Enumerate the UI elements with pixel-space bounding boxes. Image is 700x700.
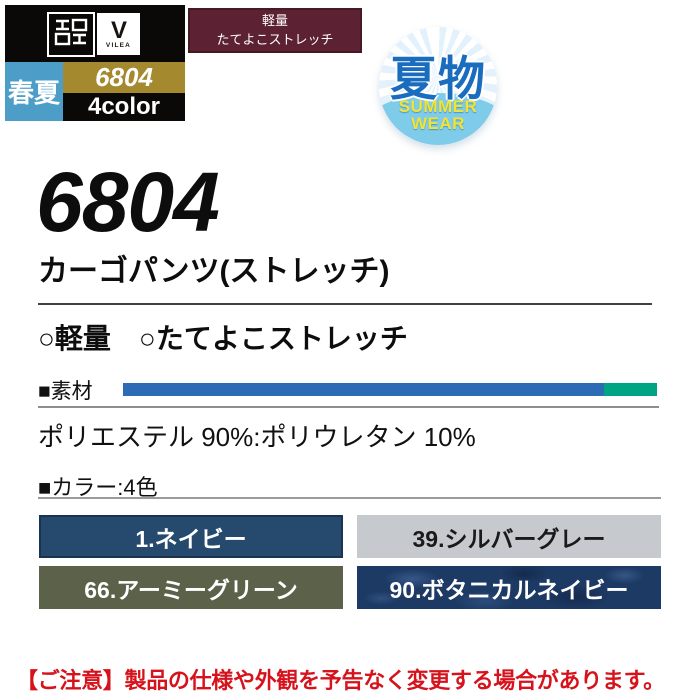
feature-tag-line2: たてよこストレッチ [216,31,334,47]
material-bar-polyester [123,383,604,396]
badge-en-line1: SUMMER [398,97,478,116]
material-ratio-bar [123,383,657,396]
color-swatch-grid: 1.ネイビー 39.シルバーグレー 66.アーミーグリーン 90.ボタニカルネイ… [39,515,661,609]
color-swatch-navy: 1.ネイビー [39,515,343,558]
divider-under-color-label [38,497,661,499]
divider-under-material [38,406,659,408]
color-swatch-silver-gray: 39.シルバーグレー [357,515,661,558]
color-swatch-army-green: 66.アーミーグリーン [39,566,343,609]
vilea-logo: V VILEA [97,13,140,55]
vilea-logo-text: VILEA [105,41,132,49]
badge-jp-label: 夏物 [390,52,486,105]
color-count-badge: 4color [63,93,185,121]
divider-under-title [38,303,652,305]
color-section-label: ■カラー:4色 [38,475,158,500]
summer-wear-badge: 夏物 SUMMER WEAR [379,27,497,145]
feature-tag-box: 軽量 たてよこストレッチ [188,8,362,53]
product-code-title: 6804 [36,155,220,249]
hooh-logo [47,12,95,57]
feature-tag-line1: 軽量 [261,12,288,28]
material-section-label: ■素材 [38,380,93,403]
badge-bottom-band [379,93,497,145]
material-bar-polyurethane [603,383,657,396]
material-composition: ポリエステル 90%:ポリウレタン 10% [38,422,476,452]
vilea-v-icon: V [110,16,127,44]
brand-code-block: V VILEA 春夏 6804 4color [5,5,185,121]
season-label: 春夏 [5,62,63,121]
badge-en-label: SUMMER WEAR [379,98,497,132]
caution-notice: 【ご注意】製品の仕様や外観を予告なく変更する場合があります。 [16,668,665,693]
product-code-badge: 6804 [63,62,185,93]
color-swatch-botanical-navy: 90.ボタニカルネイビー [357,566,661,609]
hooh-logo-icon [54,18,88,51]
product-features: ○軽量 ○たてよこストレッチ [38,323,408,354]
badge-en-line2: WEAR [411,114,465,133]
product-name: カーゴパンツ(ストレッチ) [38,255,390,288]
